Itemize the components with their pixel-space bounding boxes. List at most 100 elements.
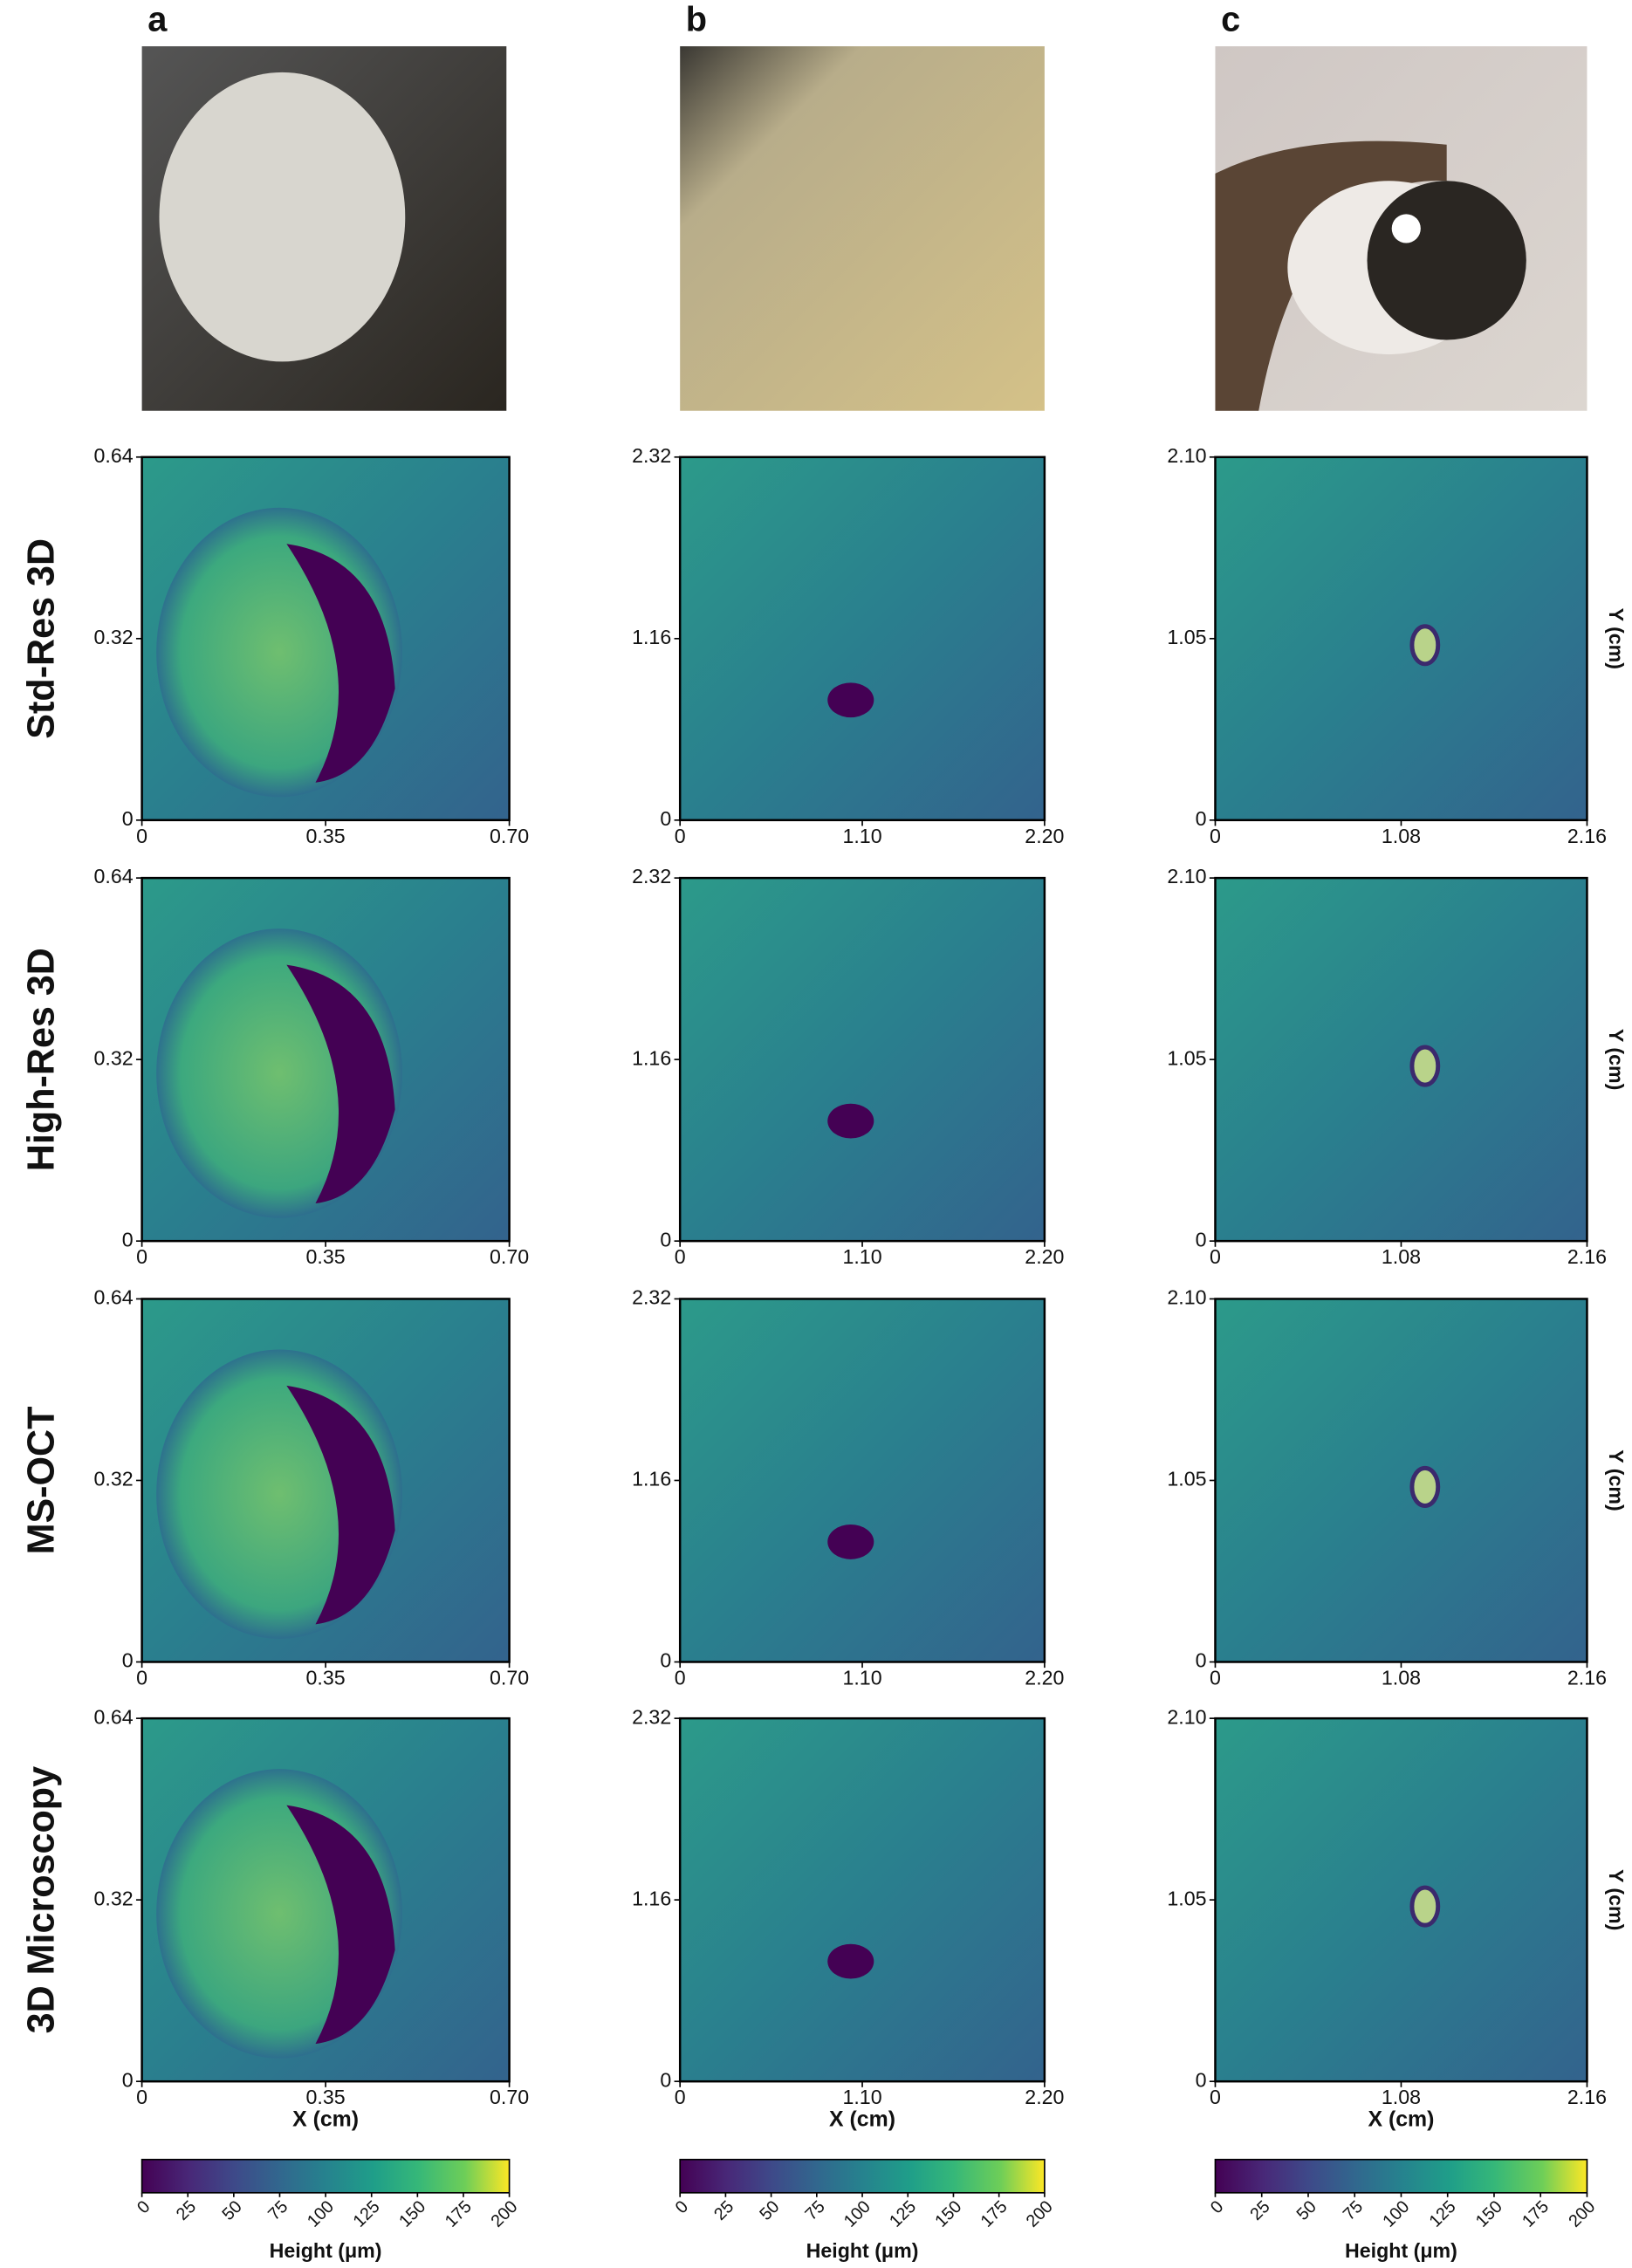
x-tick-label: 1.10 <box>842 825 881 847</box>
y-tick-label: 1.16 <box>632 1887 671 1909</box>
x-tick-label: 0 <box>136 825 147 847</box>
height-map-feature <box>286 964 395 1204</box>
colorbar-label: Height (μm) <box>1345 2239 1457 2262</box>
height-map-feature <box>827 1525 874 1559</box>
colorbar-label: Height (μm) <box>806 2239 919 2262</box>
y-tick-label: 2.32 <box>632 1705 671 1728</box>
x-tick-label: 0.70 <box>490 825 529 847</box>
y-tick-label: 0 <box>122 1649 134 1672</box>
height-map-feature <box>286 544 395 783</box>
height-map-feature <box>827 682 874 718</box>
y-tick-label: 0.32 <box>94 1046 134 1069</box>
colorbar-tick-label: 125 <box>350 2197 384 2231</box>
row-label: MS-OCT <box>20 1407 62 1555</box>
y-tick-label: 0 <box>122 2068 134 2091</box>
photo-c <box>1215 46 1587 411</box>
colorbar-tick-label: 100 <box>840 2197 874 2231</box>
y-tick-label: 0 <box>660 2068 671 2091</box>
x-tick-label: 2.20 <box>1025 825 1064 847</box>
height-map <box>680 1718 1045 2082</box>
x-tick-label: 0.70 <box>490 2086 529 2108</box>
height-map <box>1215 1298 1587 1662</box>
y-tick-label: 0.32 <box>94 1468 134 1490</box>
y-tick-label: 2.32 <box>632 1286 671 1309</box>
y-axis-label: Y (cm) <box>1605 1029 1628 1090</box>
photo-a <box>141 46 507 411</box>
colorbar-tick-label: 200 <box>1023 2197 1057 2231</box>
colorbar-tick-label: 150 <box>1472 2197 1506 2231</box>
y-tick-label: 1.05 <box>1167 1046 1206 1069</box>
height-map <box>1215 1718 1587 2082</box>
colorbar-tick-label: 25 <box>710 2197 737 2224</box>
colorbar-tick-label: 25 <box>173 2197 200 2224</box>
colorbar-tick-label: 175 <box>977 2197 1011 2231</box>
colorbar-tick-label: 125 <box>886 2197 920 2231</box>
y-axis-label: Y (cm) <box>1605 608 1628 669</box>
x-axis-label: X (cm) <box>292 2107 359 2131</box>
x-tick-label: 0 <box>675 825 686 847</box>
height-map <box>680 456 1045 820</box>
y-tick-label: 2.32 <box>632 865 671 887</box>
height-map-feature <box>286 1385 395 1625</box>
y-tick-label: 0.32 <box>94 626 134 648</box>
colorbar <box>1214 2158 1588 2194</box>
y-tick-label: 1.16 <box>632 1046 671 1069</box>
y-tick-label: 2.10 <box>1167 1286 1206 1309</box>
colorbar-tick-label: 25 <box>1246 2197 1273 2224</box>
height-map-feature <box>1409 1885 1441 1928</box>
colorbar-tick-label: 75 <box>264 2197 291 2224</box>
y-tick-label: 2.10 <box>1167 444 1206 467</box>
x-tick-label: 2.16 <box>1567 2086 1607 2108</box>
y-tick-label: 0 <box>1196 1649 1207 1672</box>
y-axis-label: Y (cm) <box>1605 1869 1628 1930</box>
colorbar-tick-label: 50 <box>1293 2197 1320 2224</box>
y-tick-label: 1.16 <box>632 1468 671 1490</box>
height-map-feature <box>1409 1465 1441 1508</box>
x-tick-label: 1.08 <box>1382 1245 1421 1268</box>
x-tick-label: 2.16 <box>1567 825 1607 847</box>
y-tick-label: 1.05 <box>1167 1468 1206 1490</box>
y-tick-label: 2.32 <box>632 444 671 467</box>
colorbar-tick-label: 125 <box>1426 2197 1460 2231</box>
y-tick-label: 0 <box>660 1649 671 1672</box>
colorbar <box>141 2158 511 2194</box>
x-tick-label: 0 <box>675 2086 686 2108</box>
x-tick-label: 0 <box>675 1245 686 1268</box>
y-tick-label: 0 <box>1196 1228 1207 1250</box>
y-tick-label: 2.10 <box>1167 1705 1206 1728</box>
colorbar-label: Height (μm) <box>270 2239 382 2262</box>
row-label: 3D Microscopy <box>20 1766 62 2033</box>
y-tick-label: 0.64 <box>94 1286 134 1309</box>
x-tick-label: 2.20 <box>1025 1245 1064 1268</box>
height-map-feature <box>827 1103 874 1139</box>
y-tick-label: 0 <box>122 1228 134 1250</box>
x-tick-label: 0 <box>1210 1667 1221 1689</box>
height-map <box>1215 456 1587 820</box>
colorbar-tick-label: 50 <box>756 2197 783 2224</box>
x-tick-label: 0 <box>1210 2086 1221 2108</box>
colorbar-tick-label: 75 <box>1340 2197 1367 2224</box>
x-tick-label: 0 <box>136 1245 147 1268</box>
height-map <box>680 1298 1045 1662</box>
x-tick-label: 1.10 <box>842 1245 881 1268</box>
y-tick-label: 0 <box>1196 807 1207 830</box>
x-tick-label: 2.20 <box>1025 2086 1064 2108</box>
x-tick-label: 0.70 <box>490 1245 529 1268</box>
y-tick-label: 0 <box>660 807 671 830</box>
colorbar <box>679 2158 1046 2194</box>
x-tick-label: 0 <box>136 1667 147 1689</box>
x-tick-label: 0 <box>1210 1245 1221 1268</box>
x-tick-label: 2.20 <box>1025 1667 1064 1689</box>
x-tick-label: 0.35 <box>306 1245 346 1268</box>
x-tick-label: 0 <box>136 2086 147 2108</box>
colorbar-tick-label: 0 <box>672 2197 692 2217</box>
photo-b <box>680 46 1045 411</box>
height-map-feature <box>1409 624 1441 667</box>
colorbar-tick-label: 200 <box>1565 2197 1599 2231</box>
height-map-feature <box>827 1943 874 1979</box>
y-axis-label: Y (cm) <box>1605 1449 1628 1511</box>
y-tick-label: 2.10 <box>1167 865 1206 887</box>
x-tick-label: 1.10 <box>842 2086 881 2108</box>
y-tick-label: 0 <box>1196 2068 1207 2091</box>
y-tick-label: 0.64 <box>94 1705 134 1728</box>
